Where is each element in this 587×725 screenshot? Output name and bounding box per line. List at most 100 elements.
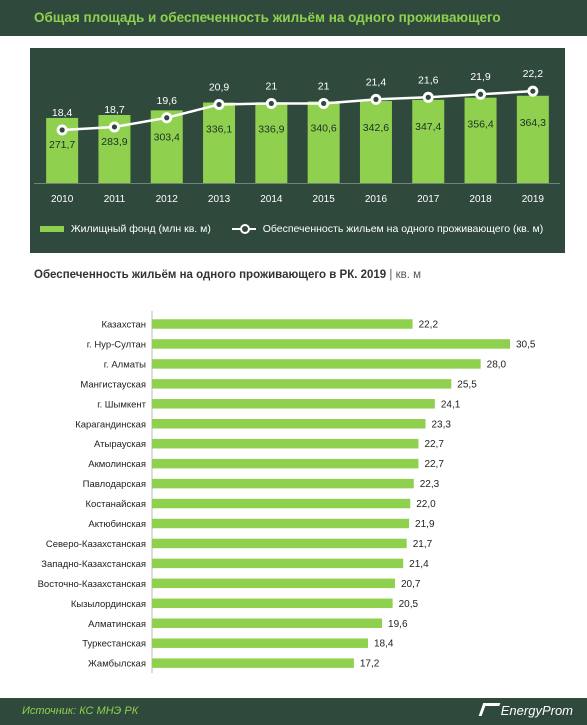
region-value-label: 23,3 (431, 419, 451, 430)
bar-label-2011: 283,9 (101, 136, 127, 148)
region-value-label: 22,7 (424, 459, 444, 470)
line-label-2018: 21,9 (470, 71, 491, 83)
top-combo-chart: 271,7 2010 283,9 2011 303,4 2012 336,1 2013 336,… (34, 68, 560, 205)
region-value-label: 22,2 (419, 320, 439, 331)
region-bar (152, 518, 410, 529)
bar-label-2019: 364,3 (520, 117, 546, 129)
line-point-center-2019 (530, 88, 536, 94)
category-label: Карагандинская (75, 419, 146, 430)
region-value-label: 19,6 (388, 619, 408, 630)
line-label-2013: 20,9 (209, 81, 230, 93)
brand-mark-icon (478, 703, 501, 716)
line-label-2016: 21,4 (366, 76, 387, 88)
bar-2013 (203, 102, 236, 183)
category-label: г. Нур-Султан (87, 339, 146, 350)
category-label: Восточно-Казахстанская (38, 579, 146, 590)
line-series (62, 89, 533, 132)
category-label: Костанайская (86, 499, 146, 510)
bar-label-2012: 303,4 (154, 131, 180, 143)
region-bar (152, 598, 393, 609)
legend-line-swatch (231, 224, 256, 235)
legend-item-bar: Жилищный фонд (млн кв. м) (40, 223, 211, 235)
bar-label-2018: 356,4 (467, 119, 493, 131)
x-tick-2018: 2018 (469, 194, 492, 205)
category-label: Акмолинская (88, 459, 146, 470)
region-bar (152, 438, 419, 449)
region-bar (152, 379, 452, 389)
region-bar (152, 478, 414, 489)
region-value-label: 22,7 (424, 439, 444, 450)
x-tick-2013: 2013 (208, 194, 231, 205)
line-point-center-2010 (59, 127, 65, 133)
category-label: Мангистауская (80, 379, 146, 390)
region-bar (152, 359, 481, 369)
header-bar: Общая площадь и обеспеченность жильём на… (0, 0, 587, 36)
category-label: Северо-Казахстанская (46, 539, 146, 550)
line-label-2017: 21,6 (418, 74, 439, 86)
category-label: г. Алматы (104, 359, 146, 370)
region-bar (152, 558, 404, 569)
region-value-label: 24,1 (441, 399, 461, 410)
line-label-2015: 21 (318, 80, 330, 92)
region-value-label: 22,3 (420, 479, 440, 490)
region-bar (152, 578, 395, 589)
bar-label-2016: 342,6 (363, 122, 389, 134)
bar-2015 (307, 101, 340, 183)
bottom-chart-title-text: Обеспеченность жильём на одного проживаю… (34, 269, 387, 281)
page-title: Общая площадь и обеспеченность жильём на… (34, 10, 501, 25)
region-bar (152, 638, 368, 648)
category-label: г. Шымкент (97, 399, 146, 410)
legend-item-line: Обеспеченность жильем на одного проживаю… (231, 223, 544, 236)
line-label-2012: 19,6 (157, 95, 178, 107)
region-bar (152, 339, 510, 349)
region-value-label: 21,7 (413, 539, 433, 550)
bottom-chart-title: Обеспеченность жильём на одного проживаю… (34, 269, 421, 281)
bar-2014 (255, 102, 288, 183)
bar-label-2010: 271,7 (49, 139, 75, 151)
region-value-label: 20,5 (399, 599, 419, 610)
category-label: Туркестанская (82, 639, 146, 650)
region-bar (152, 319, 413, 329)
bar-label-2014: 336,9 (258, 123, 284, 135)
x-tick-2015: 2015 (313, 194, 336, 205)
line-point-center-2012 (164, 115, 170, 121)
legend-line-label: Обеспеченность жильем на одного проживаю… (262, 223, 544, 236)
line-point-center-2018 (477, 91, 484, 97)
region-value-label: 17,2 (360, 659, 380, 670)
category-label: Жамбылская (88, 659, 146, 670)
line-point-center-2015 (321, 100, 327, 107)
x-tick-2011: 2011 (104, 194, 126, 205)
x-tick-2012: 2012 (156, 194, 179, 205)
bar-label-2015: 340,6 (311, 122, 337, 134)
x-tick-2017: 2017 (417, 194, 440, 205)
region-value-label: 21,4 (409, 559, 429, 570)
brand-logo: EnergyProm (478, 703, 573, 718)
region-value-label: 25,5 (457, 379, 477, 390)
region-value-label: 20,7 (401, 579, 421, 590)
line-point-center-2014 (268, 100, 274, 107)
x-tick-2019: 2019 (522, 194, 545, 205)
line-point-center-2011 (111, 124, 118, 130)
category-label: Актюбинская (88, 519, 146, 530)
region-value-label: 22,0 (416, 499, 436, 510)
category-label: Кызылординская (71, 599, 146, 610)
line-label-2010: 18,4 (52, 107, 73, 119)
line-label-2019: 22,2 (523, 68, 544, 80)
region-value-label: 28,0 (487, 359, 507, 370)
bar-label-2017: 347,4 (415, 121, 441, 133)
region-value-label: 30,5 (516, 339, 536, 350)
region-value-label: 18,4 (374, 639, 394, 650)
line-point-center-2017 (425, 94, 431, 100)
footer-bar: Источник: КС МНЭ РК EnergyProm (0, 698, 587, 725)
category-label: Западно-Казахстанская (41, 559, 146, 570)
x-tick-2016: 2016 (365, 194, 388, 205)
x-tick-2010: 2010 (51, 194, 74, 205)
top-chart-legend: Жилищный фонд (млн кв. м) Обеспеченность… (40, 223, 561, 235)
category-label: Павлодарская (83, 479, 146, 490)
bar-2018 (464, 97, 497, 183)
line-label-2014: 21 (266, 80, 278, 92)
bar-2019 (516, 95, 549, 183)
region-bar (152, 458, 419, 469)
x-tick-2014: 2014 (260, 194, 283, 205)
